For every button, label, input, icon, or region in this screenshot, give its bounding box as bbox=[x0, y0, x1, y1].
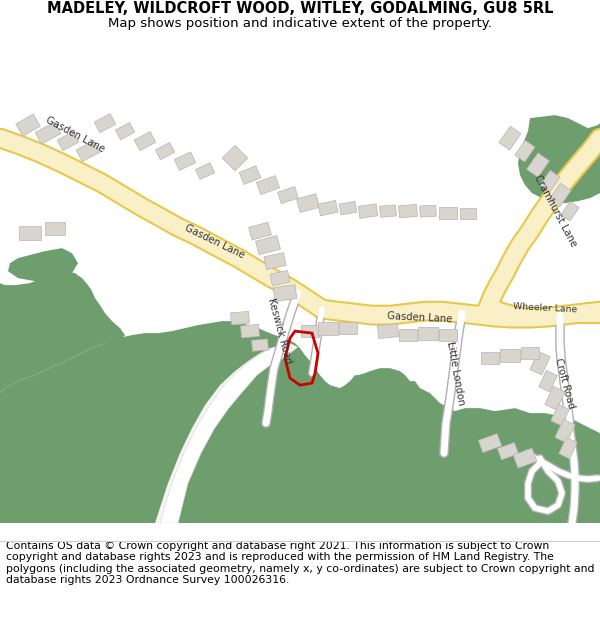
Bar bbox=[16, 114, 40, 136]
Bar bbox=[439, 207, 457, 219]
Bar bbox=[35, 122, 61, 144]
Bar bbox=[559, 438, 577, 459]
Bar bbox=[339, 322, 357, 334]
Text: Wheeler Lane: Wheeler Lane bbox=[513, 302, 577, 314]
Bar bbox=[256, 236, 280, 255]
Bar bbox=[399, 329, 417, 341]
Text: Map shows position and indicative extent of the property.: Map shows position and indicative extent… bbox=[108, 17, 492, 30]
Bar bbox=[549, 183, 571, 207]
Bar bbox=[339, 201, 357, 215]
Text: MADELEY, WILDCROFT WOOD, WITLEY, GODALMING, GU8 5RL: MADELEY, WILDCROFT WOOD, WITLEY, GODALMI… bbox=[47, 1, 553, 16]
Bar bbox=[134, 132, 156, 151]
Bar bbox=[551, 404, 569, 426]
Bar bbox=[561, 201, 579, 221]
Bar bbox=[45, 222, 65, 234]
Bar bbox=[251, 339, 268, 351]
Text: Little London: Little London bbox=[445, 341, 467, 406]
Bar bbox=[115, 122, 134, 140]
Bar bbox=[545, 386, 565, 410]
Bar bbox=[377, 324, 398, 339]
Bar bbox=[499, 126, 521, 150]
Bar bbox=[239, 166, 261, 184]
Text: Gasden Lane: Gasden Lane bbox=[184, 222, 247, 260]
Bar bbox=[380, 205, 397, 217]
Bar bbox=[76, 141, 100, 161]
Bar bbox=[301, 325, 319, 337]
Bar bbox=[296, 194, 319, 213]
Bar bbox=[196, 162, 215, 179]
Bar bbox=[230, 311, 250, 325]
Bar bbox=[513, 448, 537, 468]
Text: Gasden Lane: Gasden Lane bbox=[44, 116, 106, 155]
Bar bbox=[497, 442, 518, 460]
Polygon shape bbox=[8, 248, 78, 281]
Bar bbox=[222, 146, 248, 171]
Text: Keswick Road: Keswick Road bbox=[266, 297, 293, 365]
Bar bbox=[555, 419, 575, 443]
Bar bbox=[418, 327, 438, 339]
Bar bbox=[439, 329, 457, 341]
Bar bbox=[540, 170, 560, 192]
Bar bbox=[19, 226, 41, 240]
Text: Cramhurst Lane: Cramhurst Lane bbox=[532, 174, 578, 249]
Bar bbox=[264, 253, 286, 269]
Bar bbox=[278, 187, 298, 204]
Bar bbox=[256, 176, 280, 194]
Bar bbox=[270, 271, 290, 286]
Polygon shape bbox=[155, 343, 298, 523]
Bar bbox=[248, 222, 271, 240]
Bar bbox=[527, 153, 550, 178]
Polygon shape bbox=[0, 321, 600, 523]
Bar bbox=[318, 201, 338, 216]
Text: Gasden Lane: Gasden Lane bbox=[387, 311, 453, 325]
Bar bbox=[521, 347, 539, 359]
Bar bbox=[478, 434, 502, 452]
Bar bbox=[273, 284, 297, 302]
Bar bbox=[94, 114, 116, 132]
Bar bbox=[318, 322, 338, 334]
Bar bbox=[398, 204, 418, 218]
Bar bbox=[530, 351, 550, 375]
Text: Croft Road: Croft Road bbox=[553, 357, 577, 409]
Bar bbox=[481, 352, 499, 364]
Polygon shape bbox=[160, 345, 293, 523]
Bar bbox=[241, 324, 259, 338]
Bar bbox=[539, 371, 557, 392]
Bar bbox=[57, 132, 79, 151]
Bar bbox=[460, 208, 476, 219]
Polygon shape bbox=[518, 115, 600, 203]
Bar bbox=[420, 205, 436, 217]
Bar bbox=[155, 142, 175, 160]
Bar bbox=[358, 204, 378, 218]
Polygon shape bbox=[0, 271, 125, 393]
Bar bbox=[175, 152, 196, 171]
Bar bbox=[515, 140, 535, 162]
Text: Contains OS data © Crown copyright and database right 2021. This information is : Contains OS data © Crown copyright and d… bbox=[6, 541, 595, 586]
Bar bbox=[500, 349, 520, 362]
